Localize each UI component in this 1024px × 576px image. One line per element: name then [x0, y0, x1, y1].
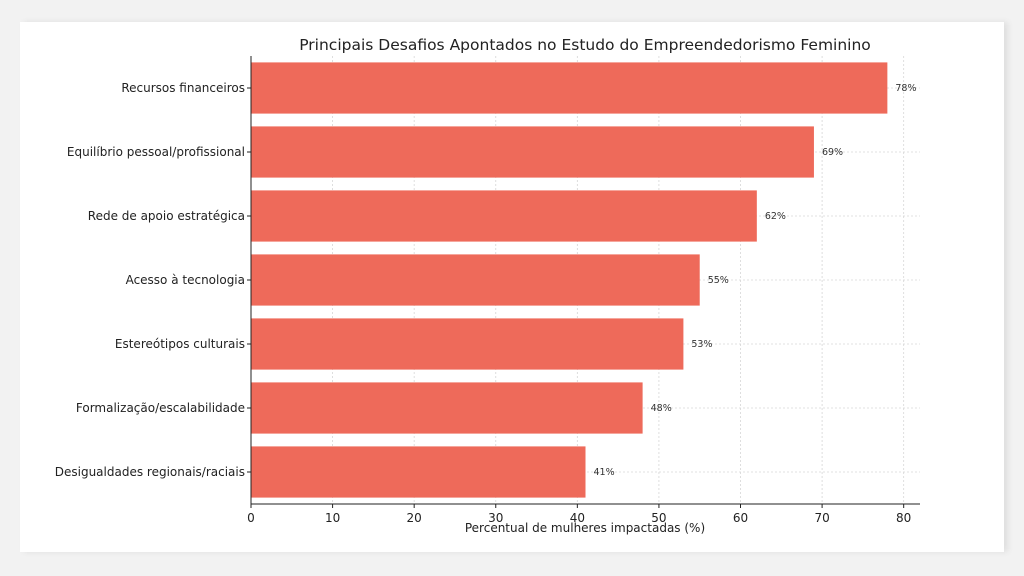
value-label: 62% [765, 211, 786, 222]
x-tick-label: 70 [814, 511, 829, 525]
value-labels: 78% 69% 62% 55% 53% 48% 41% [594, 83, 917, 478]
x-tick-label: 60 [733, 511, 748, 525]
x-axis-ticks: 0 10 20 30 40 50 60 70 80 [247, 504, 911, 525]
bar-chart: Principais Desafios Apontados no Estudo … [55, 36, 920, 535]
bar [251, 446, 586, 498]
value-label: 53% [691, 339, 712, 350]
bar [251, 382, 643, 434]
category-label: Acesso à tecnologia [126, 273, 245, 287]
bar [251, 62, 888, 114]
category-label: Formalização/escalabilidade [76, 401, 245, 415]
value-label: 78% [895, 83, 916, 94]
bars [251, 62, 888, 498]
x-tick-label: 50 [651, 511, 666, 525]
x-tick-label: 40 [570, 511, 585, 525]
bar [251, 318, 684, 370]
value-label: 48% [651, 403, 672, 414]
x-axis-label: Percentual de mulheres impactadas (%) [465, 521, 705, 535]
chart-title: Principais Desafios Apontados no Estudo … [299, 36, 871, 54]
value-label: 69% [822, 147, 843, 158]
bar [251, 254, 700, 306]
x-tick-label: 20 [407, 511, 422, 525]
x-tick-label: 30 [488, 511, 503, 525]
category-label: Desigualdades regionais/raciais [55, 465, 245, 479]
bar [251, 190, 757, 242]
value-label: 41% [594, 467, 615, 478]
category-labels: Recursos financeiros Equilíbrio pessoal/p… [55, 81, 251, 479]
x-tick-label: 80 [896, 511, 911, 525]
bar [251, 126, 814, 178]
chart-card: Principais Desafios Apontados no Estudo … [20, 22, 1004, 552]
category-label: Rede de apoio estratégica [88, 209, 245, 223]
value-label: 55% [708, 275, 729, 286]
category-label: Recursos financeiros [121, 81, 245, 95]
x-tick-label: 10 [325, 511, 340, 525]
x-tick-label: 0 [247, 511, 255, 525]
category-label: Estereótipos culturais [115, 337, 245, 351]
category-label: Equilíbrio pessoal/profissional [67, 145, 245, 159]
